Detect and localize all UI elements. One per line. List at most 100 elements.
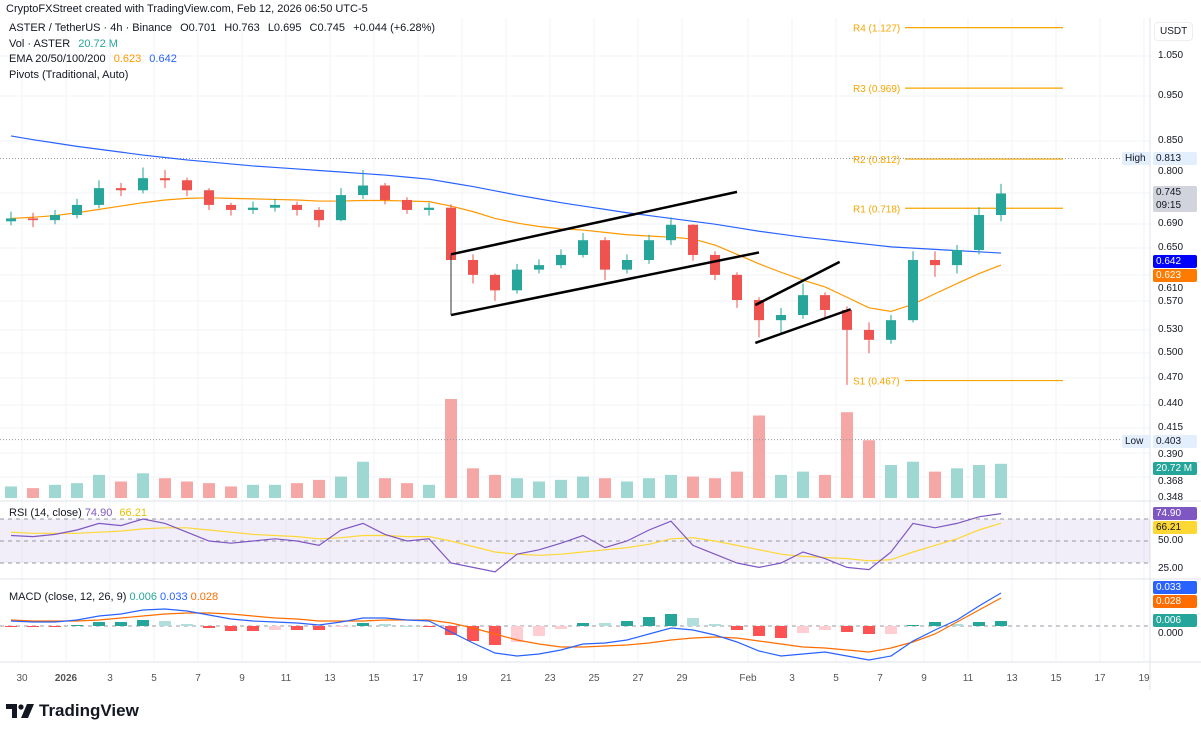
macd-histogram-bar xyxy=(841,626,853,632)
time-tick: 5 xyxy=(833,673,839,684)
volume-bar xyxy=(555,479,567,498)
time-tick: 19 xyxy=(1138,673,1150,684)
ema-label[interactable]: EMA 20/50/100/200 xyxy=(9,53,106,65)
rsi-signal-value: 66.21 xyxy=(119,507,147,519)
macd-histogram-bar xyxy=(489,626,501,645)
candle-body xyxy=(666,224,676,241)
price-tick: 0.570 xyxy=(1158,296,1184,308)
macd-histogram-bar xyxy=(401,626,413,627)
candle-body xyxy=(6,218,16,222)
rsi-legend: RSI (14, close) 74.90 66.21 xyxy=(9,507,147,519)
macd-histogram-bar xyxy=(5,626,17,627)
price-tick: 0.348 xyxy=(1158,492,1184,504)
candle-body xyxy=(446,207,456,261)
volume-bar xyxy=(291,483,303,498)
candle-body xyxy=(336,195,346,221)
volume-bar xyxy=(379,478,391,498)
price-tick: 0.390 xyxy=(1158,448,1184,460)
price-tick: 0.650 xyxy=(1158,242,1184,254)
ema50-line xyxy=(10,197,1002,313)
pivots-label[interactable]: Pivots (Traditional, Auto) xyxy=(9,68,129,81)
rsi-band-fill xyxy=(0,519,1150,563)
candle-body xyxy=(248,207,258,210)
candle-body xyxy=(72,204,82,216)
macd-line xyxy=(10,592,1002,661)
volume-bar xyxy=(489,474,501,498)
candle-body xyxy=(842,309,852,330)
volume-bar xyxy=(643,478,655,498)
macd-label[interactable]: MACD (close, 12, 26, 9) xyxy=(9,591,127,603)
macd-histogram-bar xyxy=(929,622,941,626)
price-tick: 0.440 xyxy=(1158,398,1184,410)
time-tick: 15 xyxy=(1050,673,1062,684)
volume-label[interactable]: Vol · ASTER xyxy=(9,37,71,50)
candle-body xyxy=(50,215,60,221)
time-tick: 17 xyxy=(412,673,424,684)
candle-body xyxy=(578,240,588,255)
volume-bar xyxy=(753,415,765,498)
macd-histogram-bar xyxy=(533,626,545,636)
candle-body xyxy=(908,260,918,321)
macd-histogram-bar xyxy=(181,624,193,626)
candle-body xyxy=(138,178,148,191)
chart-legend: ASTER / TetherUS · 4h · Binance O0.701 H… xyxy=(9,21,440,83)
macd-histogram-bar xyxy=(203,626,215,628)
macd-histogram-bar xyxy=(71,625,83,626)
macd-histogram-bar xyxy=(687,618,699,626)
volume-bar xyxy=(5,486,17,498)
time-tick: 2026 xyxy=(54,673,78,684)
time-tick: 7 xyxy=(195,673,201,684)
rsi-label[interactable]: RSI (14, close) xyxy=(9,507,82,519)
volume-bar xyxy=(951,468,963,498)
legend-volume-row: Vol · ASTER 20.72 M xyxy=(9,37,440,53)
macd-histogram-bar xyxy=(951,624,963,626)
volume-bar xyxy=(533,481,545,498)
legend-ema-row: EMA 20/50/100/200 0.623 0.642 xyxy=(9,52,440,68)
macd-signal-line xyxy=(10,597,1002,653)
candle-body xyxy=(512,269,522,291)
macd-histogram-bar xyxy=(137,620,149,626)
time-tick: 30 xyxy=(16,673,28,684)
volume-bar xyxy=(313,479,325,498)
brand-name: TradingView xyxy=(39,701,139,720)
volume-bar xyxy=(357,461,369,498)
macd-histogram-bar xyxy=(643,617,655,626)
candle-body xyxy=(270,204,280,208)
volume-bar xyxy=(775,474,787,498)
volume-bar xyxy=(247,484,259,498)
macd-histogram-bar xyxy=(973,622,985,626)
candle-body xyxy=(996,193,1006,216)
time-tick: 3 xyxy=(107,673,113,684)
currency-button[interactable]: USDT xyxy=(1154,22,1194,41)
candle-body xyxy=(292,204,302,210)
candle-body xyxy=(622,260,632,270)
macd-histogram-bar xyxy=(819,626,831,630)
trendline xyxy=(754,260,841,307)
volume-tag: 20.72 M xyxy=(1153,461,1197,475)
macd-histogram-bar xyxy=(753,626,765,636)
trendline xyxy=(450,251,760,317)
macd-histogram-bar xyxy=(27,626,39,627)
volume-bar xyxy=(401,483,413,498)
candle-body xyxy=(160,178,170,181)
time-tick: 3 xyxy=(789,673,795,684)
price-tick: 0.530 xyxy=(1158,323,1184,335)
macd-histogram-bar xyxy=(423,626,435,627)
candle-body xyxy=(820,295,830,310)
tradingview-logo[interactable]: TradingView xyxy=(6,701,139,721)
macd-legend: MACD (close, 12, 26, 9) 0.006 0.033 0.02… xyxy=(9,591,218,603)
symbol-name[interactable]: ASTER / TetherUS · 4h · Binance xyxy=(9,22,173,34)
time-tick: 23 xyxy=(544,673,556,684)
legend-symbol-row: ASTER / TetherUS · 4h · Binance O0.701 H… xyxy=(9,21,440,37)
pivot-label: S1 (0.467) xyxy=(853,377,900,388)
time-tick: 27 xyxy=(632,673,644,684)
candle-body xyxy=(226,204,236,210)
candle-body xyxy=(94,188,104,205)
candle-body xyxy=(798,295,808,316)
price-tick: 1.050 xyxy=(1158,50,1184,61)
candle-body xyxy=(600,240,610,270)
candle-body xyxy=(28,218,38,221)
macd-histogram-bar xyxy=(335,626,347,627)
high-price-tag: 0.813 xyxy=(1153,151,1197,165)
